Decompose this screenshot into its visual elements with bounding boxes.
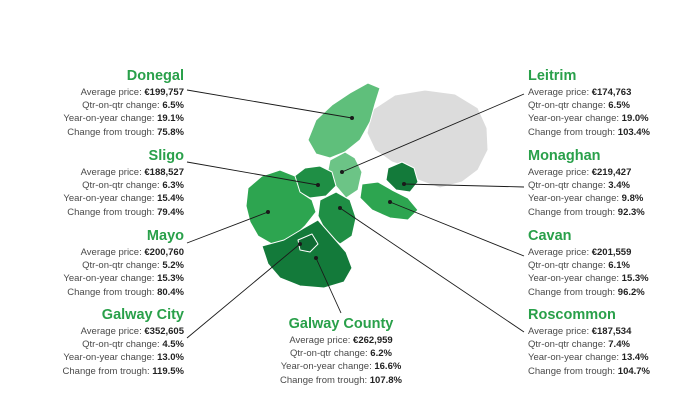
county-donegal [307,82,381,159]
stat-qoq-change: Qtr-on-qtr change: 7.4% [528,339,630,351]
county-block-roscommon: Roscommon Average price: €187,534 Qtr-on… [528,307,695,378]
county-block-donegal: Donegal Average price: €199,757 Qtr-on-q… [9,68,184,139]
leader-lines [186,89,525,339]
stat-yoy-change: Year-on-year change: 19.0% [528,113,649,125]
stat-average-price: Average price: €352,605 [80,326,184,337]
stat-average-price: Average price: €200,760 [80,247,184,258]
leader-dot-galway-city [298,242,302,246]
stat-qoq-change: Qtr-on-qtr change: 6.5% [528,100,630,112]
stat-qoq-change: Qtr-on-qtr change: 5.2% [82,260,184,272]
county-name: Cavan [528,228,572,244]
county-name: Mayo [146,228,184,244]
stat-trough-change: Change from trough: 80.4% [67,286,184,298]
leader-sligo [186,161,319,186]
leader-roscommon [339,207,525,333]
leader-dot-sligo [316,183,320,187]
stat-yoy-change: Year-on-year change: 15.4% [63,193,184,205]
county-name: Leitrim [528,68,577,84]
stat-trough-change: Change from trough: 79.4% [67,206,184,218]
northern-ireland-region [366,89,489,189]
county-block-monaghan: Monaghan Average price: €219,427 Qtr-on-… [528,148,695,219]
stat-yoy-change: Year-on-year change: 13.0% [63,352,184,364]
leader-dot-monaghan [402,182,406,186]
county-mayo [245,169,317,245]
stat-yoy-change: Year-on-year change: 15.3% [63,273,184,285]
county-block-galway-city: Galway City Average price: €352,605 Qtr-… [9,307,184,378]
stat-yoy-change: Year-on-year change: 16.6% [280,361,402,373]
county-galway [261,219,353,289]
leader-leitrim [341,93,525,173]
leader-dot-leitrim [340,170,344,174]
stat-trough-change: Change from trough: 103.4% [528,126,651,138]
county-block-mayo: Mayo Average price: €200,760 Qtr-on-qtr … [9,228,184,299]
county-name: Galway County [288,316,394,332]
county-name: Galway City [101,307,184,323]
stat-yoy-change: Year-on-year change: 9.8% [528,193,644,205]
stat-trough-change: Change from trough: 96.2% [528,286,645,298]
leader-dot-cavan [388,200,392,204]
stat-yoy-change: Year-on-year change: 15.3% [528,273,649,285]
stat-qoq-change: Qtr-on-qtr change: 6.2% [290,348,392,360]
stat-average-price: Average price: €187,534 [528,326,632,337]
leader-monaghan [403,183,525,188]
county-name: Monaghan [528,148,601,164]
county-block-cavan: Cavan Average price: €201,559 Qtr-on-qtr… [528,228,695,299]
leader-dot-donegal [350,116,354,120]
leader-galway-city [186,243,301,339]
county-name: Roscommon [528,307,616,323]
stat-average-price: Average price: €188,527 [80,167,184,178]
stat-trough-change: Change from trough: 75.8% [67,126,184,138]
county-block-sligo: Sligo Average price: €188,527 Qtr-on-qtr… [9,148,184,219]
leader-dot-mayo [266,210,270,214]
stat-trough-change: Change from trough: 104.7% [528,365,651,377]
county-block-galway-county: Galway County Average price: €262,959 Qt… [256,316,426,387]
stat-average-price: Average price: €174,763 [528,87,632,98]
county-name: Donegal [126,68,184,84]
stat-qoq-change: Qtr-on-qtr change: 3.4% [528,180,630,192]
stat-average-price: Average price: €219,427 [528,167,632,178]
leader-cavan [389,201,525,257]
stat-average-price: Average price: €199,757 [80,87,184,98]
stat-qoq-change: Qtr-on-qtr change: 6.1% [528,260,630,272]
leader-dot-galway-county [314,256,318,260]
stat-qoq-change: Qtr-on-qtr change: 6.3% [82,180,184,192]
leader-dot-roscommon [338,206,342,210]
stat-trough-change: Change from trough: 119.5% [62,365,184,377]
leader-donegal [186,89,353,119]
stat-average-price: Average price: €262,959 [289,335,393,346]
county-name: Sligo [148,148,184,164]
stat-trough-change: Change from trough: 107.8% [279,374,402,386]
county-galway-city [297,233,319,253]
stat-average-price: Average price: €201,559 [528,247,632,258]
stat-qoq-change: Qtr-on-qtr change: 6.5% [82,100,184,112]
stat-yoy-change: Year-on-year change: 13.4% [528,352,649,364]
stat-trough-change: Change from trough: 92.3% [528,206,645,218]
stat-qoq-change: Qtr-on-qtr change: 4.5% [82,339,184,351]
stat-yoy-change: Year-on-year change: 19.1% [63,113,184,125]
leader-mayo [186,211,269,244]
leader-galway-county [315,257,342,314]
county-block-leitrim: Leitrim Average price: €174,763 Qtr-on-q… [528,68,695,139]
